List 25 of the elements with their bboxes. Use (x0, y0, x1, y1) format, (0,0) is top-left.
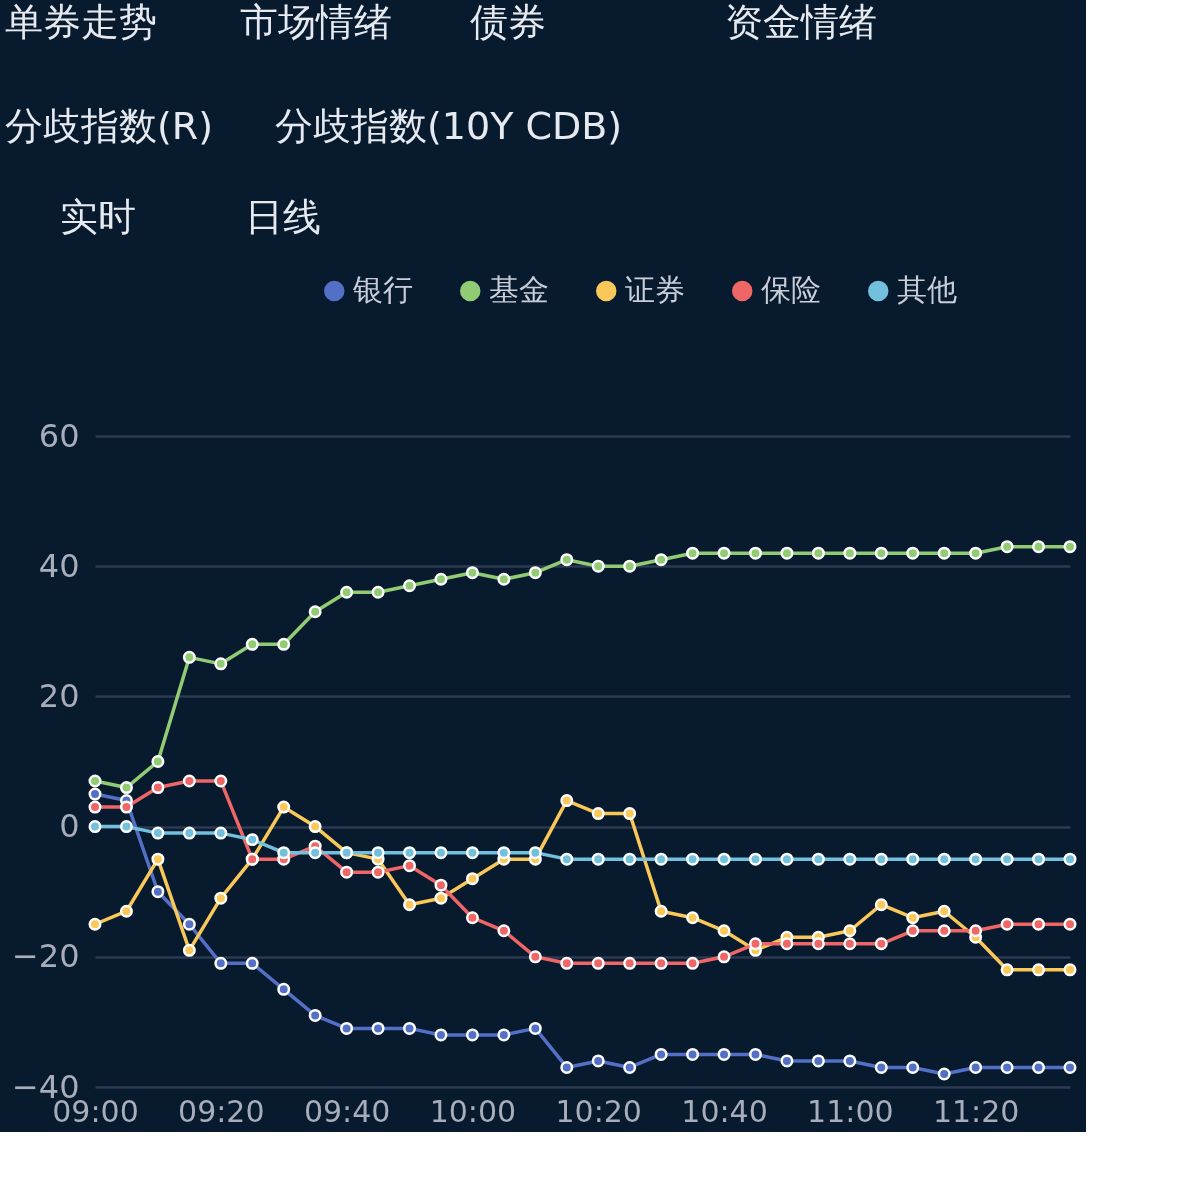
x-tick-label: 09:40 (303, 1093, 391, 1129)
text: 日线 (245, 195, 321, 239)
legend-label: 证券 (625, 272, 686, 307)
y-tick-label: 60 (38, 416, 80, 455)
x-tick-label: 10:00 (429, 1093, 517, 1129)
text: 实时 (60, 195, 136, 239)
text: 单券走势 (5, 0, 157, 44)
text: 市场情绪 (240, 0, 392, 44)
legend-label: 其他 (897, 272, 958, 307)
x-tick-label: 11:00 (807, 1093, 894, 1129)
legend-label: 银行 (352, 272, 414, 307)
y-tick-label: 20 (38, 676, 80, 715)
text: 分歧指数(R) (5, 104, 214, 148)
x-tick-label: 11:20 (932, 1093, 1020, 1129)
text: 资金情绪 (725, 0, 877, 44)
text: 债券 (470, 0, 546, 44)
x-tick-label: 10:40 (681, 1093, 768, 1129)
legend-label: 保险 (761, 272, 822, 307)
text: 分歧指数(10Y CDB) (275, 104, 623, 148)
y-tick-label: 40 (38, 546, 80, 585)
legend-label: 基金 (489, 272, 550, 307)
x-tick-label: 10:20 (555, 1093, 642, 1129)
x-tick-label: 09:20 (178, 1093, 265, 1129)
y-tick-label: −20 (11, 937, 80, 976)
y-tick-label: 0 (59, 807, 80, 846)
